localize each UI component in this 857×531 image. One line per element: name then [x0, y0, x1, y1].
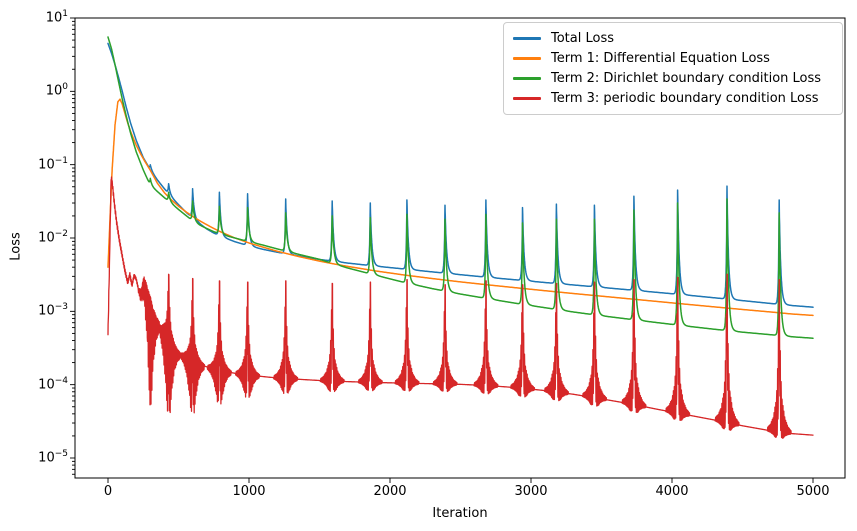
y-tick-label: 10−1: [38, 155, 68, 172]
legend-label: Total Loss: [551, 31, 615, 46]
legend-label: Term 2: Dirichlet boundary condition Los…: [551, 71, 822, 86]
x-tick-label: 5000: [796, 484, 830, 499]
x-tick-label: 0: [103, 484, 113, 499]
legend-label: Term 3: periodic boundary condition Loss: [551, 91, 819, 106]
y-tick-label: 10−3: [38, 302, 68, 319]
x-tick-label: 3000: [514, 484, 548, 499]
y-tick-label: 10−2: [38, 228, 68, 246]
y-tick-label: 100: [45, 82, 68, 99]
series-total-loss-line: [107, 42, 814, 308]
series-term1-differential-equation-loss-line: [107, 98, 814, 317]
legend-entry-total-loss: Total Loss: [513, 30, 834, 47]
legend-line-sample-red: [513, 97, 541, 100]
legend: Total Loss Term 1: Differential Equation…: [503, 22, 843, 115]
legend-entry-term3: Term 3: periodic boundary condition Loss: [513, 90, 834, 107]
y-tick-label: 10−4: [38, 375, 68, 392]
legend-entry-term2: Term 2: Dirichlet boundary condition Los…: [513, 70, 834, 87]
legend-line-sample-green: [513, 77, 541, 80]
y-tick-label: 101: [45, 9, 68, 26]
series-term3-periodic-boundary-loss-line: [107, 176, 814, 439]
y-axis-label: Loss: [8, 232, 24, 261]
y-tick-label: 10−5: [38, 448, 68, 466]
x-tick-label: 4000: [655, 484, 689, 499]
x-tick-label: 2000: [373, 484, 407, 499]
x-tick-label: 1000: [232, 484, 266, 499]
legend-line-sample-orange: [513, 57, 541, 60]
plot-border: [74, 17, 846, 479]
legend-line-sample-blue: [513, 37, 541, 40]
x-axis-label: Iteration: [432, 506, 488, 521]
legend-entry-term1: Term 1: Differential Equation Loss: [513, 50, 834, 67]
legend-label: Term 1: Differential Equation Loss: [551, 51, 770, 66]
series-term2-dirichlet-boundary-loss-line: [107, 36, 814, 339]
